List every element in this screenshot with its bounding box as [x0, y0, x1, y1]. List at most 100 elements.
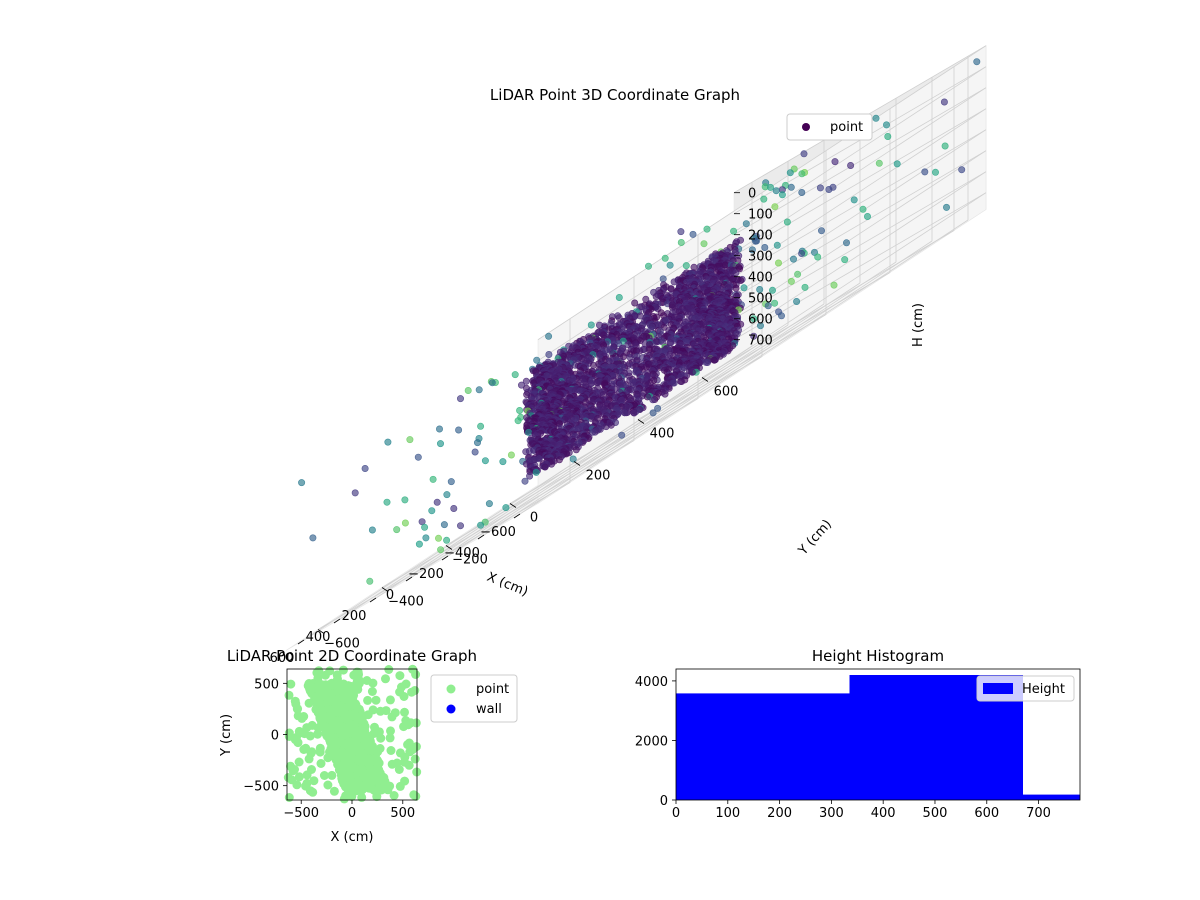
- chart-3d-point: [748, 246, 756, 254]
- chart-3d-point: [643, 393, 651, 401]
- chart-3d-point: [942, 203, 950, 211]
- chart-2d-point: [284, 793, 294, 802]
- chart-2d-legend: point wall: [430, 674, 518, 723]
- chart-2d-point: [359, 740, 369, 750]
- chart-2d-point: [290, 696, 300, 706]
- chart-3d-xtick-label: 200: [342, 609, 367, 624]
- chart-2d-point: [384, 665, 394, 674]
- chart-3d-point: [471, 448, 479, 456]
- chart-3d-gridline-y: [637, 272, 891, 420]
- chart-3d-point: [756, 285, 764, 293]
- chart-2d-point: [385, 733, 395, 743]
- chart-3d-point: [636, 347, 644, 355]
- chart-2d-point: [353, 684, 363, 694]
- chart-2d-point: [288, 766, 298, 776]
- chart-3d-point: [760, 195, 768, 203]
- chart-3d-ytick: [509, 503, 517, 508]
- chart-2d-title: LiDAR Point 2D Coordinate Graph: [227, 647, 477, 665]
- chart-3d-point: [435, 425, 443, 433]
- chart-3d-point: [798, 250, 806, 258]
- chart-2d-point: [363, 710, 373, 720]
- chart-3d-point: [678, 377, 686, 385]
- chart-2d-point: [409, 790, 419, 800]
- chart-3d-point: [533, 356, 541, 364]
- chart-3d-point: [761, 244, 769, 252]
- chart-3d-point: [659, 275, 667, 283]
- chart-3d-point: [517, 381, 525, 389]
- chart-3d-gridline-z: [537, 66, 987, 362]
- chart-3d-point: [661, 254, 669, 262]
- chart-3d-point: [475, 386, 483, 394]
- chart-2d-point: [329, 786, 339, 796]
- chart-3d-xtick: [333, 618, 341, 624]
- chart-3d-xtick: [513, 513, 521, 519]
- chart-2d-point: [316, 759, 326, 768]
- chart-3d-point: [516, 406, 524, 414]
- chart-2d-xtick-label: 500: [390, 806, 415, 821]
- chart-3d-gridline-y: [317, 482, 571, 630]
- chart-3d-point: [618, 431, 626, 439]
- chart-2d-xlabel: X (cm): [331, 830, 374, 845]
- chart-3d-point: [526, 472, 534, 480]
- chart-3d-legend-label: point: [830, 120, 863, 135]
- chart-3d-point: [473, 439, 481, 447]
- chart-3d-point: [766, 183, 774, 191]
- chart-hist-ytick-label: 2000: [635, 734, 668, 749]
- chart-2d-point: [408, 745, 418, 755]
- chart-2d: LiDAR Point 2D Coordinate Graph −500 0 500…: [219, 647, 518, 845]
- chart-2d-point: [404, 760, 414, 770]
- chart-3d-point: [750, 315, 758, 323]
- chart-3d-point: [740, 284, 748, 292]
- chart-2d-point: [302, 770, 312, 780]
- chart-3d-point: [488, 379, 496, 387]
- chart-3d-point: [507, 451, 515, 459]
- chart-3d-xtick-label: 0: [386, 588, 394, 603]
- chart-hist-xtick-label: 500: [923, 806, 948, 821]
- chart-3d-point: [511, 371, 519, 379]
- chart-hist-legend: Height: [976, 675, 1075, 702]
- chart-2d-point: [375, 706, 385, 716]
- chart-3d-point: [814, 253, 822, 261]
- chart-3d-point: [732, 284, 740, 292]
- chart-2d-point: [367, 687, 377, 696]
- chart-3d-gridline-z: [733, 150, 987, 299]
- chart-2d-point: [367, 743, 377, 753]
- chart-3d-point: [737, 276, 745, 284]
- chart-2d-point: [294, 772, 304, 782]
- chart-3d-point: [764, 302, 772, 310]
- chart-3d-point: [677, 228, 685, 236]
- chart-2d-point: [317, 691, 327, 701]
- chart-3d-point: [831, 158, 839, 166]
- chart-3d-xtick-label: −400: [444, 546, 480, 561]
- chart-2d-legend-wall-label: wall: [476, 702, 502, 717]
- chart-3d-ytick-label: 0: [530, 511, 538, 526]
- chart-3d-point: [789, 255, 797, 263]
- chart-2d-legend-point-marker: [446, 684, 456, 694]
- chart-3d-point: [456, 522, 464, 530]
- chart-3d-point: [602, 423, 610, 431]
- chart-2d-point: [316, 699, 326, 709]
- chart-3d-point: [406, 436, 414, 444]
- chart-2d-point: [286, 679, 296, 689]
- chart-3d-point: [477, 422, 485, 430]
- chart-3d-point: [667, 285, 675, 293]
- chart-3d-ylabel: Y (cm): [795, 517, 835, 559]
- chart-3d-point: [455, 426, 463, 434]
- chart-hist-xtick-label: 600: [974, 806, 999, 821]
- chart-3d-point: [786, 169, 794, 177]
- chart-3d-point: [800, 150, 808, 158]
- chart-2d-ytick-label: 500: [254, 677, 279, 692]
- chart-3d-gridline-y: [381, 440, 635, 588]
- chart-3d-point: [514, 417, 522, 425]
- chart-2d-point: [397, 682, 406, 692]
- chart-3d-point: [443, 536, 451, 544]
- chart-3d-ytick-label: −400: [388, 595, 424, 610]
- chart-2d-point: [319, 771, 329, 780]
- chart-2d-point: [352, 677, 362, 687]
- chart-3d-point: [649, 396, 657, 404]
- chart-3d-point: [710, 356, 718, 364]
- chart-2d-point: [323, 780, 333, 790]
- chart-hist-legend-label: Height: [1022, 682, 1065, 697]
- chart-3d-point: [621, 409, 629, 417]
- chart-2d-point: [346, 782, 356, 792]
